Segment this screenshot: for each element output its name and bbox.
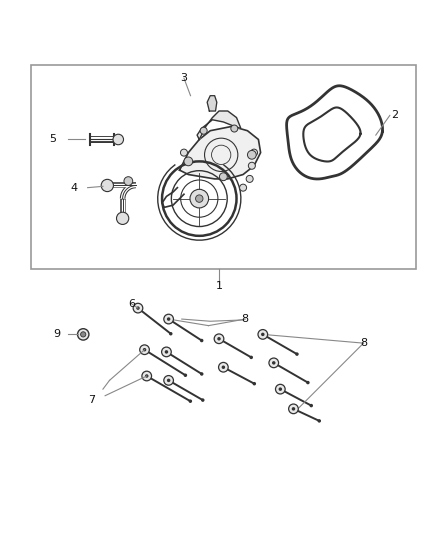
Circle shape <box>253 382 256 385</box>
Circle shape <box>219 362 228 372</box>
Circle shape <box>142 371 152 381</box>
Circle shape <box>310 404 313 407</box>
Circle shape <box>113 134 124 145</box>
Circle shape <box>133 303 143 313</box>
Circle shape <box>164 376 173 385</box>
Circle shape <box>240 184 247 191</box>
Circle shape <box>272 361 276 365</box>
Circle shape <box>143 348 146 351</box>
Circle shape <box>200 339 203 342</box>
Circle shape <box>258 329 268 339</box>
Circle shape <box>136 306 140 310</box>
Text: 2: 2 <box>391 110 398 120</box>
Text: 1: 1 <box>215 281 223 291</box>
Text: 7: 7 <box>88 395 95 405</box>
Circle shape <box>101 179 113 191</box>
Circle shape <box>167 317 170 321</box>
Circle shape <box>222 366 225 369</box>
Circle shape <box>124 177 133 185</box>
Circle shape <box>184 374 187 377</box>
Circle shape <box>184 157 193 166</box>
Text: 3: 3 <box>180 73 187 83</box>
Circle shape <box>246 175 253 182</box>
Circle shape <box>279 387 282 391</box>
Circle shape <box>81 332 86 337</box>
Circle shape <box>231 125 238 132</box>
Circle shape <box>318 419 321 423</box>
Circle shape <box>189 399 192 403</box>
Circle shape <box>180 149 187 156</box>
Text: 8: 8 <box>242 314 249 324</box>
Circle shape <box>247 150 256 159</box>
Circle shape <box>219 173 227 181</box>
Circle shape <box>289 404 298 414</box>
Circle shape <box>190 189 208 208</box>
Text: 8: 8 <box>360 338 367 348</box>
Circle shape <box>217 337 221 341</box>
Polygon shape <box>207 96 217 111</box>
Circle shape <box>165 350 168 354</box>
Circle shape <box>200 127 207 134</box>
Circle shape <box>269 358 279 368</box>
Circle shape <box>117 212 129 224</box>
Circle shape <box>292 407 295 410</box>
Circle shape <box>140 345 149 354</box>
Circle shape <box>169 332 173 335</box>
Circle shape <box>214 334 224 344</box>
Circle shape <box>261 333 265 336</box>
Circle shape <box>248 162 255 169</box>
Bar <box>31 65 416 269</box>
Circle shape <box>167 378 170 382</box>
Text: 6: 6 <box>128 298 135 309</box>
Polygon shape <box>180 126 261 179</box>
Circle shape <box>145 374 148 378</box>
Circle shape <box>164 314 173 324</box>
Circle shape <box>295 352 299 356</box>
Circle shape <box>78 329 89 340</box>
Text: 9: 9 <box>53 329 60 340</box>
Circle shape <box>195 195 203 203</box>
Circle shape <box>250 356 253 359</box>
Polygon shape <box>197 111 241 140</box>
Circle shape <box>200 372 204 376</box>
Circle shape <box>201 398 205 402</box>
Circle shape <box>162 347 171 357</box>
Circle shape <box>276 384 285 394</box>
Text: 4: 4 <box>71 183 78 192</box>
Text: 5: 5 <box>49 134 56 144</box>
Circle shape <box>306 381 310 384</box>
Circle shape <box>251 149 258 156</box>
